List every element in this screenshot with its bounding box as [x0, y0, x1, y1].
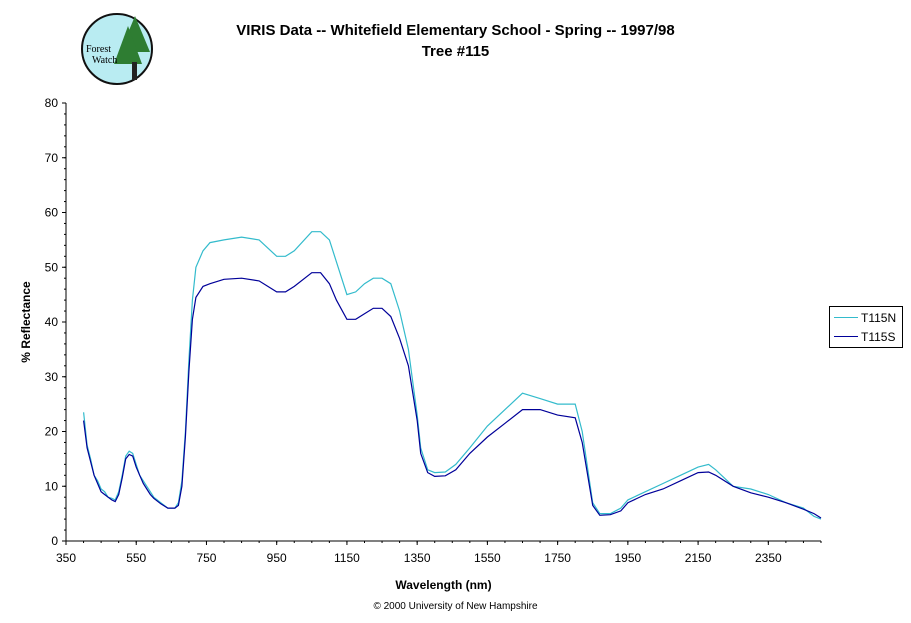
x-tick-label: 2350 — [755, 551, 782, 565]
series-lines — [83, 231, 822, 520]
reflectance-chart: 0 10 20 30 40 50 60 70 80 350 550 750 950 1150 1350 15… — [19, 96, 822, 592]
y-tick-label: 20 — [45, 425, 59, 439]
chart-title: VIRIS Data -- Whitefield Elementary Scho… — [236, 22, 675, 39]
y-tick-label: 70 — [45, 151, 59, 165]
legend-label-t115n: T115N — [861, 311, 897, 325]
logo-text-line1: Forest — [86, 44, 111, 55]
legend-label-t115s: T115S — [861, 330, 896, 344]
series-line-t115s — [83, 272, 822, 519]
x-tick-label: 1950 — [615, 551, 642, 565]
y-tick-label: 30 — [45, 370, 59, 384]
y-tick-labels: 0 10 20 30 40 50 60 70 80 — [45, 96, 59, 548]
chart-axes — [62, 102, 822, 545]
chart-legend: T115N T115S — [829, 306, 903, 348]
y-tick-label: 60 — [45, 206, 59, 220]
legend-item-t115s: T115S — [830, 329, 904, 345]
x-tick-labels: 350 550 750 950 1150 1350 1550 1750 1950 2150 2350 — [56, 551, 782, 565]
x-tick-label: 1350 — [404, 551, 431, 565]
copyright-text: © 2000 University of New Hampshire — [373, 601, 538, 612]
x-axis-label: Wavelength (nm) — [395, 578, 491, 592]
x-tick-label: 1550 — [474, 551, 501, 565]
legend-item-t115n: T115N — [830, 310, 904, 326]
legend-swatch-t115n — [834, 317, 858, 318]
y-tick-label: 0 — [51, 534, 58, 548]
x-tick-label: 350 — [56, 551, 76, 565]
logo-tree-icon-2 — [114, 26, 142, 64]
logo-trunk — [132, 62, 137, 80]
y-tick-label: 40 — [45, 315, 59, 329]
legend-swatch-t115s — [834, 336, 858, 337]
x-tick-label: 950 — [267, 551, 287, 565]
y-tick-label: 80 — [45, 96, 59, 110]
y-tick-label: 50 — [45, 260, 59, 274]
y-tick-label: 10 — [45, 479, 59, 493]
logo-text-line2: Watch — [92, 55, 117, 66]
forest-watch-logo: Forest Watch — [81, 13, 153, 85]
x-tick-label: 2150 — [685, 551, 712, 565]
x-tick-label: 550 — [126, 551, 146, 565]
chart-subtitle: Tree #115 — [421, 43, 490, 60]
x-tick-label: 750 — [196, 551, 216, 565]
y-axis-label: % Reflectance — [19, 281, 33, 363]
x-tick-label: 1150 — [334, 551, 360, 565]
x-tick-label: 1750 — [544, 551, 571, 565]
series-line-t115n — [83, 231, 822, 520]
